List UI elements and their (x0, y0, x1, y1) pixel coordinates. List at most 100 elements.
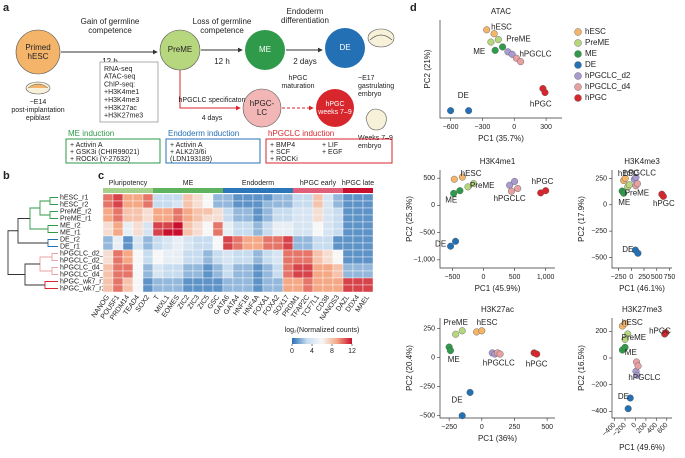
x-tick-label: 250 (638, 274, 650, 281)
row-label: hPGC_wk7_r2 (60, 285, 106, 292)
node (316, 89, 354, 127)
heatmap-cell (272, 249, 284, 258)
heatmap-cell (222, 193, 234, 202)
node (159, 29, 201, 71)
heatmap-cell (252, 193, 264, 202)
heatmap-cell (192, 270, 204, 279)
heatmap-cell (272, 277, 284, 286)
heatmap-cell (302, 270, 314, 279)
point-label: hPGC (649, 326, 671, 335)
point-label: hPGCLC (519, 49, 551, 58)
row-label: DE_r1 (60, 243, 80, 250)
point (633, 180, 641, 188)
heatmap-cell (322, 200, 334, 209)
legend-label: PreME (585, 38, 609, 47)
heatmap-cell (282, 249, 294, 258)
heatmap-cell (252, 242, 264, 251)
point-label: hPGC (526, 360, 548, 369)
heatmap-cell (272, 284, 284, 293)
y-tick-label: −400 (591, 408, 607, 415)
legend-label: ME (585, 49, 597, 58)
heatmap-cell (122, 270, 134, 279)
group-label: hPGC late (342, 180, 374, 187)
heatmap-cell (122, 249, 134, 258)
induction-box (265, 138, 393, 164)
heatmap-cell (122, 221, 134, 230)
point-label: hPGC (530, 99, 552, 108)
y-tick-label: 0 (431, 354, 435, 361)
heatmap-cell (272, 256, 284, 265)
induction-item: + ROCKi (270, 156, 298, 163)
heatmap-cell (362, 263, 374, 272)
legend-marker (574, 94, 582, 102)
heatmap-cell (222, 242, 234, 251)
group-label: ME (183, 180, 194, 187)
x-tick-label: −300 (475, 124, 491, 131)
panel-label: c (98, 170, 104, 182)
heatmap-cell (242, 193, 254, 202)
heatmap-cell (192, 277, 204, 286)
axes (439, 20, 562, 119)
heatmap-cell (342, 256, 354, 265)
point-label: hPGC (653, 199, 675, 208)
heatmap-cell (262, 249, 274, 258)
heatmap-cell (162, 221, 174, 230)
y-tick-label: −500 (591, 254, 607, 261)
heatmap-cell (202, 214, 214, 223)
y-axis-label: PC2 (21%) (423, 49, 432, 88)
heatmap-cell (182, 193, 194, 202)
heatmap-cell (232, 214, 244, 223)
heatmap-cell (342, 270, 354, 279)
heatmap-cell (362, 277, 374, 286)
y-axis-label: PC2 (25.3%) (405, 196, 414, 242)
heatmap-cell (262, 284, 274, 293)
step-label: maturation (281, 83, 314, 90)
point (465, 107, 473, 115)
point-label: ME (473, 47, 485, 56)
point (452, 237, 460, 245)
heatmap-cell (232, 256, 244, 265)
heatmap-cell (312, 200, 324, 209)
heatmap-cell (332, 249, 344, 258)
point (450, 189, 458, 197)
point (634, 249, 642, 257)
heatmap-cell (102, 235, 114, 244)
heatmap-cell (132, 284, 144, 293)
heatmap-cell (132, 207, 144, 216)
y-tick-label: 0 (603, 355, 607, 362)
point (517, 58, 525, 66)
panel-label: a (3, 2, 10, 14)
heatmap-cell (152, 256, 164, 265)
heatmap-cell (112, 256, 124, 265)
point (470, 180, 478, 188)
point (507, 187, 515, 195)
x-tick-label: 0 (480, 424, 484, 431)
step-time: 2 days (293, 57, 317, 66)
heatmap-cell (192, 256, 204, 265)
heatmap-cell (282, 256, 294, 265)
heatmap-cell (342, 284, 354, 293)
heatmap-cell (292, 263, 304, 272)
node (325, 28, 365, 68)
row-label: hPGCLC_d4_r2 (60, 271, 110, 278)
heatmap-cell (152, 207, 164, 216)
heatmap-cell (282, 221, 294, 230)
heatmap-cell (152, 284, 164, 293)
node-label: Primed (25, 43, 50, 52)
induction-title: Endoderm induction (168, 129, 239, 138)
heatmap-cell (152, 214, 164, 223)
heatmap-cell (302, 249, 314, 258)
y-tick-label: 0 (431, 202, 435, 209)
heatmap-cell (262, 277, 274, 286)
heatmap-cell (302, 284, 314, 293)
heatmap-cell (302, 277, 314, 286)
heatmap-cell (202, 263, 214, 272)
stage-label: gastrulating (358, 83, 394, 90)
heatmap-cell (252, 270, 264, 279)
heatmap-cell (182, 270, 194, 279)
point-label: hESC (622, 318, 643, 327)
heatmap-cell (192, 242, 204, 251)
heatmap-cell (222, 270, 234, 279)
x-tick-label: 750 (664, 274, 676, 281)
assay-label: +H3K27me3 (104, 113, 143, 120)
